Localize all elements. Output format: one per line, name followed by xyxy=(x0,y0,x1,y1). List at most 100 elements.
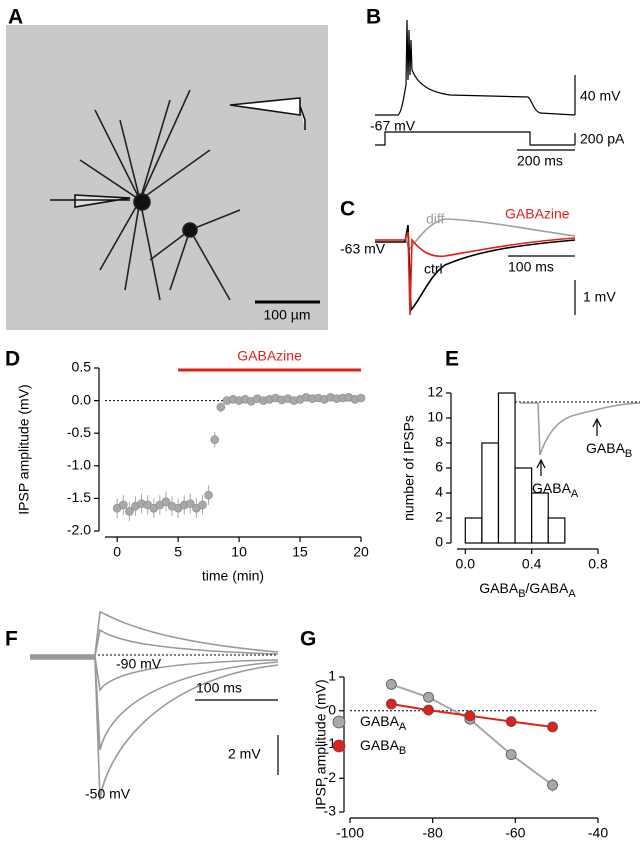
y-tick-label: -2.0 xyxy=(67,522,91,538)
legend-label-part: B xyxy=(399,745,406,757)
annotation-part: A xyxy=(571,488,579,500)
x-tick-label: 20 xyxy=(353,544,369,560)
panel-label: A xyxy=(8,6,23,29)
scale-bars xyxy=(517,75,576,151)
y-tick-label: 12 xyxy=(427,384,443,400)
scale-label: 100 ms xyxy=(196,680,242,696)
point xyxy=(385,679,397,690)
x-axis-label-part: GABA xyxy=(479,580,519,596)
x-tick-label: 0 xyxy=(113,544,121,560)
bar xyxy=(464,517,483,544)
point xyxy=(118,500,128,510)
x-tick-label: -80 xyxy=(423,825,443,841)
drug-label: GABAzine xyxy=(237,348,302,364)
panel-label: D xyxy=(5,348,20,371)
y-tick-label: 6 xyxy=(435,459,443,475)
y-tick-label: -3 xyxy=(324,803,337,819)
point xyxy=(125,507,134,516)
y-tick-label: 2 xyxy=(435,509,443,525)
ctrl-trace xyxy=(375,224,576,313)
x-tick-label: -40 xyxy=(588,825,608,841)
scale-label: 1 mV xyxy=(583,289,616,305)
point xyxy=(547,721,558,733)
point xyxy=(216,402,226,412)
point xyxy=(547,779,558,791)
scale-label: 40 mV xyxy=(580,88,621,104)
point xyxy=(464,710,476,722)
series-line xyxy=(391,683,554,786)
trace-label: -50 mV xyxy=(85,786,131,802)
point xyxy=(505,749,517,761)
scale-bars xyxy=(195,699,279,775)
point xyxy=(423,691,434,703)
x-tick-label: -60 xyxy=(505,825,525,841)
point xyxy=(204,490,213,500)
y-tick-label: -1.5 xyxy=(67,489,91,505)
panel-label: E xyxy=(445,348,459,371)
inset-trace xyxy=(520,402,641,456)
y-tick-label: 1 xyxy=(328,668,336,684)
y-tick-label: -0.5 xyxy=(67,424,91,440)
scale-label: 100 µm xyxy=(264,307,311,323)
bar xyxy=(481,442,500,544)
current-trace xyxy=(375,131,575,146)
x-axis-label-part: /GABA xyxy=(526,580,569,596)
legend-marker xyxy=(332,739,346,753)
x-axis-label: GABAB/GABAA xyxy=(479,580,576,600)
x-axis-label-part: B xyxy=(518,588,525,600)
bar xyxy=(531,492,549,544)
point xyxy=(210,435,220,445)
point xyxy=(161,497,171,506)
x-tick-label: 0.4 xyxy=(522,556,542,572)
point xyxy=(385,698,397,710)
bar xyxy=(547,517,566,544)
y-tick-label: 0.0 xyxy=(72,391,92,407)
voltage-trace xyxy=(375,19,576,116)
legend-label: GABAA xyxy=(360,713,407,733)
scale-label: 100 ms xyxy=(508,259,554,275)
bar xyxy=(497,392,516,544)
gabazine-trace xyxy=(375,231,576,316)
scale-label: 200 pA xyxy=(580,131,625,147)
trace-label: GABAzine xyxy=(505,206,570,222)
panel-label: G xyxy=(300,628,316,651)
legend-label: GABAB xyxy=(360,737,406,757)
legend-label-part: A xyxy=(399,721,407,733)
scale-label: 2 mV xyxy=(228,746,261,762)
neuron-drawing xyxy=(50,89,306,301)
scale-label: 200 ms xyxy=(517,153,563,169)
point xyxy=(198,500,207,510)
micrograph xyxy=(6,25,328,330)
panel-label: B xyxy=(366,6,381,29)
annotation: GABAA xyxy=(532,480,579,500)
annotation-part: GABA xyxy=(586,440,626,456)
x-tick-label: 10 xyxy=(231,544,247,560)
legend-marker xyxy=(332,715,346,729)
trace-label: ctrl xyxy=(424,261,443,277)
bar xyxy=(514,467,533,544)
y-tick-label: 10 xyxy=(427,409,443,425)
legend-label-part: GABA xyxy=(360,713,400,729)
x-axis-label: Vm (mV) xyxy=(448,849,501,852)
panel-label: F xyxy=(5,628,18,651)
x-tick-label: 5 xyxy=(174,544,182,560)
voltage-label: -67 mV xyxy=(370,118,416,134)
diff-trace xyxy=(375,218,576,252)
x-tick-label: 0.8 xyxy=(588,556,608,572)
x-axis-label: time (min) xyxy=(202,568,264,584)
panel-label: C xyxy=(340,198,355,221)
annotation-part: GABA xyxy=(532,480,572,496)
point xyxy=(356,393,366,403)
y-axis-label: number of IPSPs xyxy=(401,415,417,521)
y-tick-label: -1.0 xyxy=(67,457,91,473)
arrows xyxy=(536,417,602,476)
point xyxy=(423,704,434,716)
x-axis-label-part: (mV) xyxy=(466,849,500,852)
y-axis-label: IPSP amplitude (mV) xyxy=(313,679,329,809)
annotation: GABAB xyxy=(586,440,632,460)
y-tick-label: 4 xyxy=(435,484,443,500)
x-tick-label: 0.0 xyxy=(456,556,476,572)
y-axis-label: IPSP amplitude (mV) xyxy=(16,384,32,514)
y-tick-label: 8 xyxy=(435,434,443,450)
